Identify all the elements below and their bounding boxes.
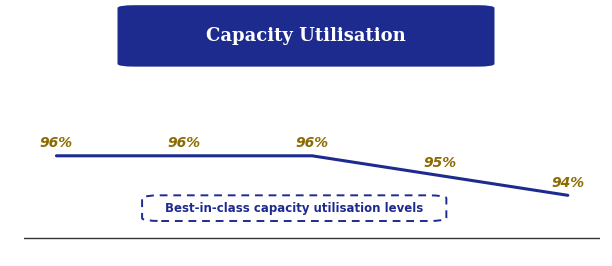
Text: 94%: 94% <box>551 176 584 190</box>
Text: Capacity Utilisation: Capacity Utilisation <box>206 27 406 45</box>
Text: 96%: 96% <box>40 136 73 150</box>
Text: 96%: 96% <box>168 136 201 150</box>
Text: Best-in-class capacity utilisation levels: Best-in-class capacity utilisation level… <box>165 202 424 215</box>
FancyBboxPatch shape <box>118 5 494 67</box>
Text: 95%: 95% <box>424 156 457 170</box>
Text: 96%: 96% <box>296 136 329 150</box>
